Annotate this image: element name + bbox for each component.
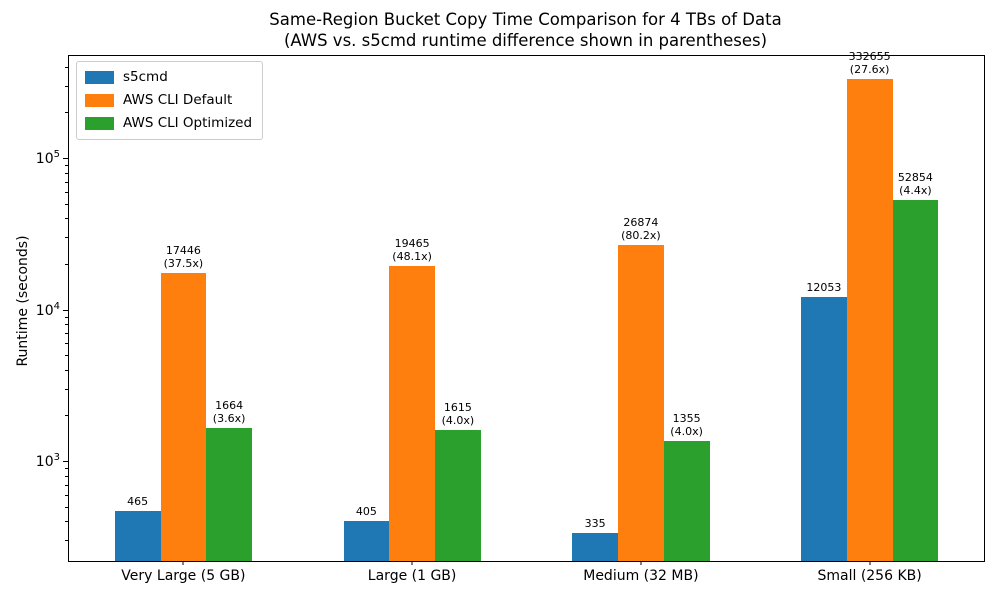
bar-value-label: 17446 (37.5x) [163,243,204,270]
legend-swatch-aws-cli-optimized [85,117,114,130]
y-minor-tick [65,172,68,174]
bar-value-label: 26874 (80.2x) [621,215,661,242]
y-minor-tick [65,484,68,486]
legend-label: AWS CLI Optimized [123,115,253,131]
bar-aws-cli-optimized [892,199,939,561]
x-tick-label-medium-32-mb: Medium (32 MB) [583,568,699,584]
legend-label: AWS CLI Default [123,92,233,108]
plot-area: 103 104 105 Very Large (5 GB) 465 17446 (37.5x… [36,50,985,584]
bar-value-label: 19465 (48.1x) [392,236,432,263]
y-minor-tick [65,468,68,469]
y-minor-tick [65,415,68,417]
legend: s5cmd AWS CLI Default AWS CLI Optimized [76,61,264,140]
bar-value-label: 332655 (27.6x) [848,49,891,76]
bar-aws-cli-default [389,265,436,561]
y-minor-tick [65,263,68,265]
bar-value-label: 1355 (4.0x) [670,412,703,439]
y-major-tick [63,309,68,311]
bar-value-label: 335 [584,517,606,530]
x-tick [640,561,642,565]
y-tick-label: 105 [35,149,60,167]
y-minor-tick [65,506,68,508]
bar-aws-cli-default [846,78,893,561]
chart-title-line1: Same-Region Bucket Copy Time Comparison … [269,10,782,29]
legend-item-aws-cli-default: AWS CLI Default [85,92,252,109]
y-minor-tick [65,343,68,345]
x-tick [869,561,871,565]
bar-value-label: 405 [355,504,377,518]
x-tick-label-large-1-gb: Large (1 GB) [367,568,457,584]
bar-value-label: 465 [127,495,149,509]
chart-title: Same-Region Bucket Copy Time Comparison … [68,9,983,51]
y-minor-tick [65,181,68,183]
y-minor-tick [65,475,68,477]
bar-aws-cli-default [160,272,207,561]
bar-value-label: 1664 (3.6x) [212,398,246,425]
y-minor-tick [65,521,68,523]
y-tick-label: 103 [35,452,60,470]
y-minor-tick [65,316,68,318]
y-minor-tick [65,355,68,357]
legend-swatch-aws-cli-default [85,94,114,107]
y-minor-tick [65,218,68,220]
y-minor-tick [65,112,68,114]
x-tick [411,561,413,565]
x-tick-label-small-256-kb: Small (256 KB) [817,568,922,584]
y-minor-tick [65,369,68,371]
bar-value-label: 52854 (4.4x) [897,170,933,197]
y-minor-tick [65,203,68,205]
y-minor-tick [65,540,68,542]
x-tick [182,561,184,565]
y-minor-tick [65,164,68,166]
y-major-tick [63,461,68,463]
bar-s5cmd [114,511,161,561]
y-minor-tick [65,388,68,390]
legend-swatch-s5cmd [85,71,114,84]
legend-label: s5cmd [123,69,168,85]
y-minor-tick [65,494,68,496]
y-tick-label: 104 [35,300,60,319]
y-minor-tick [65,85,68,87]
y-minor-tick [65,333,68,334]
bar-value-label: 12053 [806,281,842,295]
x-tick-label-very-large-5-gb: Very Large (5 GB) [121,568,246,584]
legend-item-s5cmd: s5cmd [85,69,252,86]
legend-item-aws-cli-optimized: AWS CLI Optimized [85,115,252,132]
bar-s5cmd [343,520,390,561]
chart-title-line2: (AWS vs. s5cmd runtime difference shown … [283,31,768,50]
bar-aws-cli-optimized [663,441,710,561]
y-major-tick [63,158,68,159]
y-axis-label: Runtime (seconds) [15,235,31,367]
y-minor-tick [65,66,68,68]
bar-aws-cli-optimized [435,429,481,561]
bar-s5cmd [572,533,619,561]
y-minor-tick [65,191,68,193]
bar-aws-cli-optimized [206,427,253,561]
bar-aws-cli-default [618,244,664,561]
y-minor-tick [65,237,68,239]
y-minor-tick [65,324,68,326]
bar-s5cmd [801,297,847,561]
bar-value-label: 1615 (4.0x) [441,400,475,427]
